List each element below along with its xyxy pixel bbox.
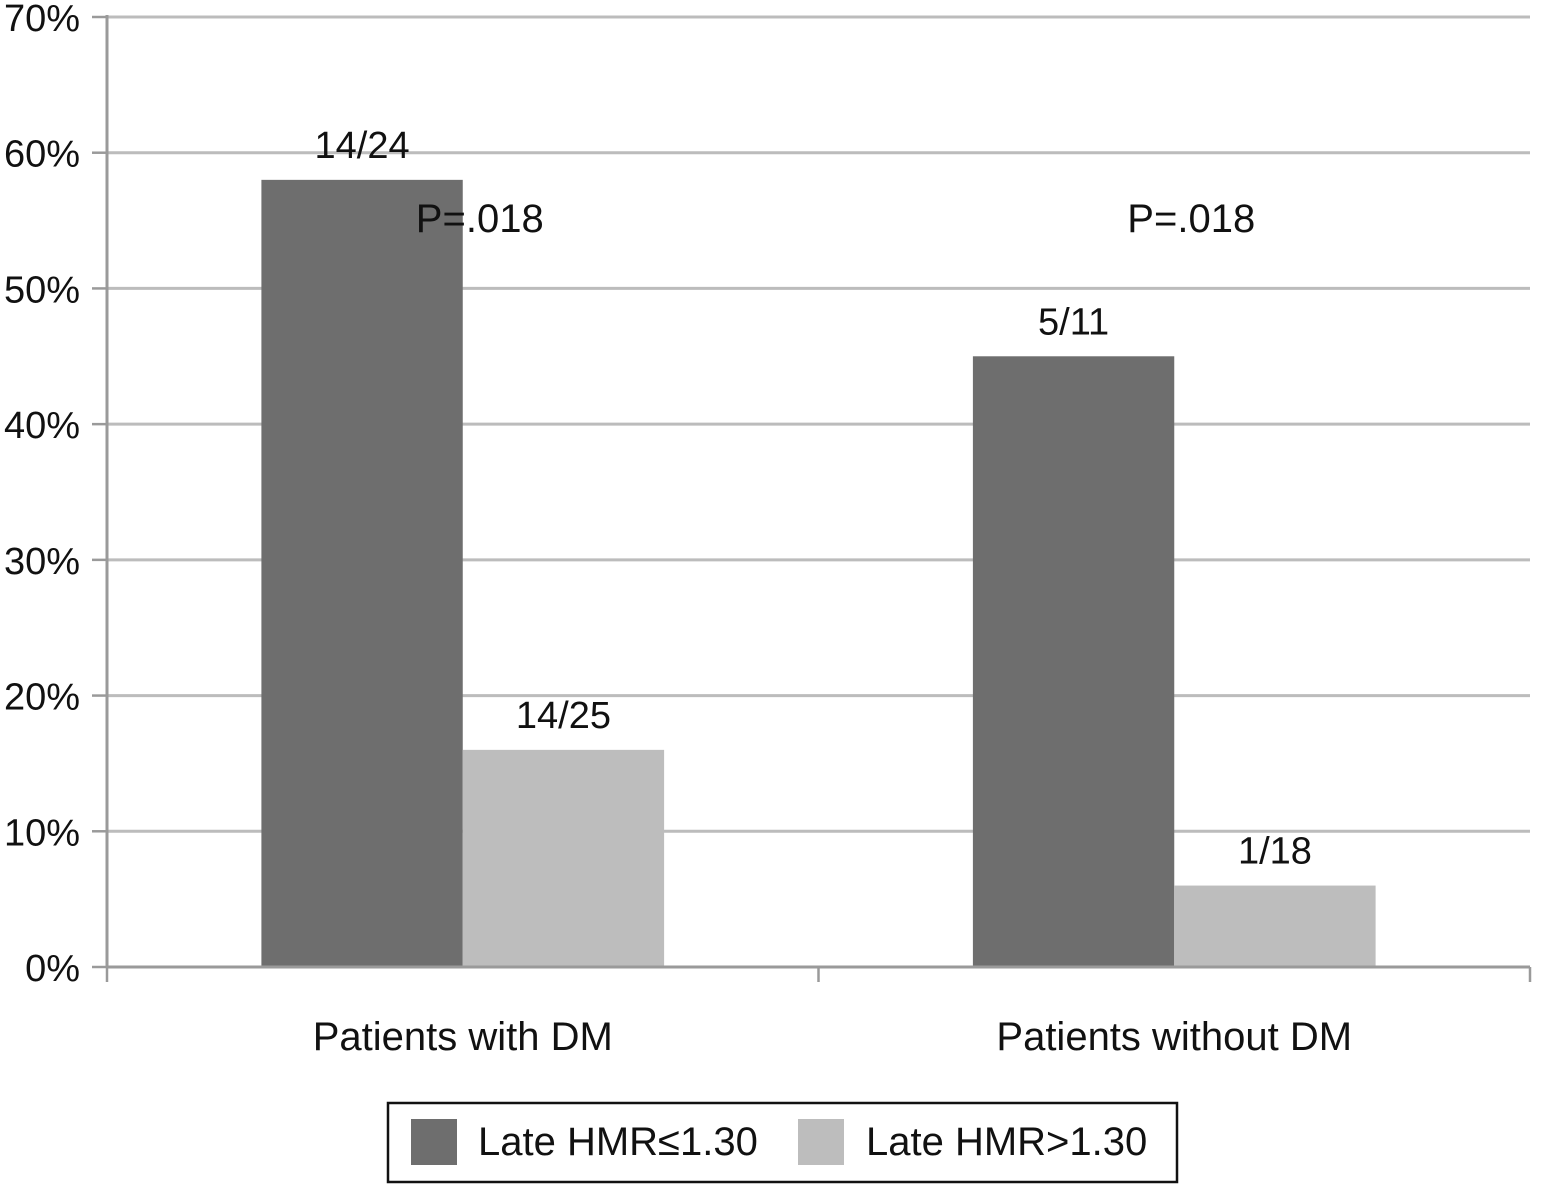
y-tick-label-0: 0% [25, 948, 80, 990]
bar-1-0 [972, 356, 1175, 967]
bar-0-1 [462, 749, 665, 967]
y-tick-label-5: 50% [4, 269, 80, 311]
bar-label-0-1: 14/25 [516, 695, 611, 737]
y-tick-label-4: 40% [4, 405, 80, 447]
p-value-annotation-1: P=.018 [1127, 197, 1255, 241]
legend-swatch-0 [411, 1119, 457, 1165]
annotations: P=.018 P=.018 [416, 197, 1255, 241]
bars [261, 179, 1376, 967]
y-tick-label-7: 70% [4, 0, 80, 40]
x-category-label-0: Patients with DM [313, 1015, 613, 1059]
bar-label-1-1: 1/18 [1238, 831, 1312, 873]
bar-1-1 [1174, 885, 1376, 967]
bar-label-0-0: 14/24 [315, 125, 410, 167]
legend-label-0: Late HMR≤1.30 [478, 1120, 758, 1164]
y-tick-label-2: 20% [4, 677, 80, 719]
bar-0-0 [261, 179, 463, 967]
p-value-annotation-0: P=.018 [416, 197, 544, 241]
legend-swatch-1 [798, 1119, 844, 1165]
bar-label-1-0: 5/11 [1038, 301, 1109, 343]
bar-data-labels: 14/24 14/25 5/11 1/18 [315, 125, 1312, 873]
y-axis-tick-labels: 0% 10% 20% 30% 40% 50% 60% 70% [4, 0, 80, 990]
y-tick-label-1: 10% [4, 812, 80, 854]
legend-box [386, 1101, 1179, 1184]
y-tick-label-3: 30% [4, 541, 80, 583]
x-category-label-1: Patients without DM [996, 1015, 1352, 1059]
axes [105, 15, 1532, 982]
x-axis-category-labels: Patients with DM Patients without DM [313, 1015, 1352, 1059]
legend: Late HMR≤1.30 Late HMR>1.30 [386, 1101, 1179, 1184]
legend-label-1: Late HMR>1.30 [866, 1120, 1147, 1164]
y-tick-label-6: 60% [4, 134, 80, 176]
